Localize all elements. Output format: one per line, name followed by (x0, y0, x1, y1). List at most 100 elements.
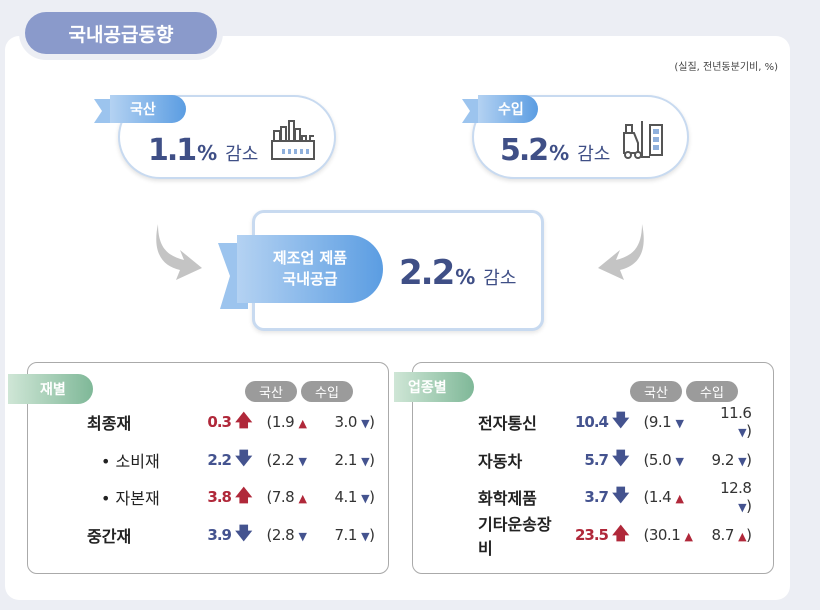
triangle-down-icon: ▼ (361, 455, 370, 468)
table-row: 기타운송장비 23.5 🡅 (30.1 ▲ 8.7 ▲) (478, 515, 752, 558)
table-row: 최종재 0.3 🡅 (1.9 ▲ 3.0 ▼) (87, 410, 375, 434)
triangle-up-icon: ▲ (684, 530, 693, 543)
row-import-value: 12.8 (720, 479, 752, 497)
total-change: 감소 (483, 268, 517, 289)
arrow-down-icon: 🡇 (612, 448, 630, 469)
arrow-down-right-icon (156, 224, 202, 280)
row-import: 2.1 ▼) (334, 451, 375, 469)
row-import: 7.1 ▼) (334, 526, 375, 544)
arrow-up-icon: 🡅 (612, 523, 630, 544)
row-domestic-value: 2.8 (271, 526, 295, 544)
row-import: 8.7 ▲) (711, 526, 752, 544)
import-change: 감소 (577, 144, 611, 165)
row-import-value: 3.0 (334, 413, 358, 431)
row-value: 2.2 (207, 451, 232, 469)
triangle-down-icon: ▼ (361, 417, 370, 430)
row-name: 전자통신 (478, 414, 537, 433)
total-tag: 제조업 제품 국내공급 (237, 235, 383, 303)
triangle-up-icon: ▲ (298, 417, 307, 430)
row-value: 3.8 (207, 488, 232, 506)
row-domestic: (7.8 ▲ (266, 488, 307, 506)
row-label: 화학제품 (478, 485, 564, 509)
row-label: 중간재 (87, 523, 183, 547)
row-domestic-value: 9.1 (648, 413, 672, 431)
triangle-up-icon: ▲ (298, 492, 307, 505)
arrow-down-icon: 🡇 (612, 410, 630, 431)
row-value: 3.9 (207, 526, 232, 544)
row-domestic-value: 5.0 (648, 451, 672, 469)
row-domestic-value: 7.8 (271, 488, 295, 506)
triangle-down-icon: ▼ (298, 530, 307, 543)
row-import-value: 11.6 (720, 404, 752, 422)
row-import: 9.2 ▼) (711, 451, 752, 469)
total-value: 2.2 (399, 253, 455, 293)
row-name: 최종재 (87, 414, 132, 433)
arrow-down-icon: 🡇 (235, 448, 253, 469)
row-domestic: (30.1 ▲ (643, 526, 693, 544)
domestic-unit: % (197, 141, 218, 165)
triangle-down-icon: ▼ (738, 455, 747, 468)
domestic-value: 1.1 (148, 133, 197, 168)
triangle-down-icon: ▼ (298, 455, 307, 468)
table-row: 전자통신 10.4 🡇 (9.1 ▼ 11.6 ▼) (478, 404, 752, 440)
import-tag: 수입 (462, 95, 538, 123)
arrow-up-icon: 🡅 (235, 485, 253, 506)
import-value: 5.2 (500, 133, 549, 168)
goods-tag: 재별 (8, 374, 93, 404)
triangle-down-icon: ▼ (738, 501, 747, 514)
row-import: 4.1 ▼) (334, 488, 375, 506)
row-domestic: (2.8 ▼ (266, 526, 307, 544)
row-label: 기타운송장비 (478, 511, 564, 559)
industry-tag-label: 업종별 (408, 380, 447, 396)
total-label-line2: 국내공급 (282, 270, 338, 288)
domestic-change: 감소 (225, 144, 259, 165)
row-domestic: (2.2 ▼ (266, 451, 307, 469)
arrow-down-icon: 🡇 (235, 523, 253, 544)
row-domestic-value: 1.4 (648, 488, 672, 506)
row-domestic: (9.1 ▼ (643, 413, 684, 431)
domestic-tag: 국산 (94, 95, 186, 123)
row-value: 5.7 (584, 451, 609, 469)
row-value: 0.3 (207, 413, 232, 431)
domestic-label: 국산 (130, 102, 156, 118)
row-label: • 자본재 (101, 489, 160, 508)
arrow-up-icon: 🡅 (235, 410, 253, 431)
row-label: 최종재 (87, 410, 183, 434)
row-name: 화학제품 (478, 489, 537, 508)
table-row: • 자본재 3.8 🡅 (7.8 ▲ 4.1 ▼) (87, 485, 375, 509)
row-domestic-value: 2.2 (271, 451, 295, 469)
row-domestic: (1.4 ▲ (643, 488, 684, 506)
unit-note: (실질, 전년동분기비, %) (674, 62, 778, 73)
row-import-value: 7.1 (334, 526, 358, 544)
goods-tag-label: 재별 (40, 382, 66, 398)
row-value: 23.5 (574, 526, 609, 544)
forklift-icon (623, 121, 663, 159)
factory-icon (271, 120, 315, 160)
total-label-line1: 제조업 제품 (272, 249, 348, 267)
row-name: 소비재 (115, 452, 160, 471)
industry-tag: 업종별 (394, 372, 474, 402)
table-row: 화학제품 3.7 🡇 (1.4 ▲ 12.8 ▼) (478, 479, 752, 515)
row-name: 기타운송장비 (478, 515, 552, 558)
triangle-down-icon: ▼ (675, 455, 684, 468)
triangle-down-icon: ▼ (738, 426, 747, 439)
triangle-down-icon: ▼ (361, 492, 370, 505)
row-value: 10.4 (574, 413, 609, 431)
row-label: 자동차 (478, 448, 564, 472)
row-import-value: 2.1 (334, 451, 358, 469)
row-import-value: 4.1 (334, 488, 358, 506)
industry-col-import: 수입 (686, 381, 738, 402)
row-domestic: (5.0 ▼ (643, 451, 684, 469)
triangle-up-icon: ▲ (738, 530, 747, 543)
import-label: 수입 (498, 102, 524, 118)
page-title: 국내공급동향 (25, 12, 217, 54)
row-name: 자본재 (115, 489, 160, 508)
table-row: • 소비재 2.2 🡇 (2.2 ▼ 2.1 ▼) (87, 448, 375, 472)
table-row: 중간재 3.9 🡇 (2.8 ▼ 7.1 ▼) (87, 523, 375, 547)
row-import: 12.8 ▼) (720, 479, 752, 515)
goods-col-import: 수입 (301, 381, 353, 402)
row-domestic-value: 30.1 (648, 526, 681, 544)
table-row: 자동차 5.7 🡇 (5.0 ▼ 9.2 ▼) (478, 448, 752, 472)
row-label: 전자통신 (478, 410, 564, 434)
import-unit: % (549, 141, 570, 165)
